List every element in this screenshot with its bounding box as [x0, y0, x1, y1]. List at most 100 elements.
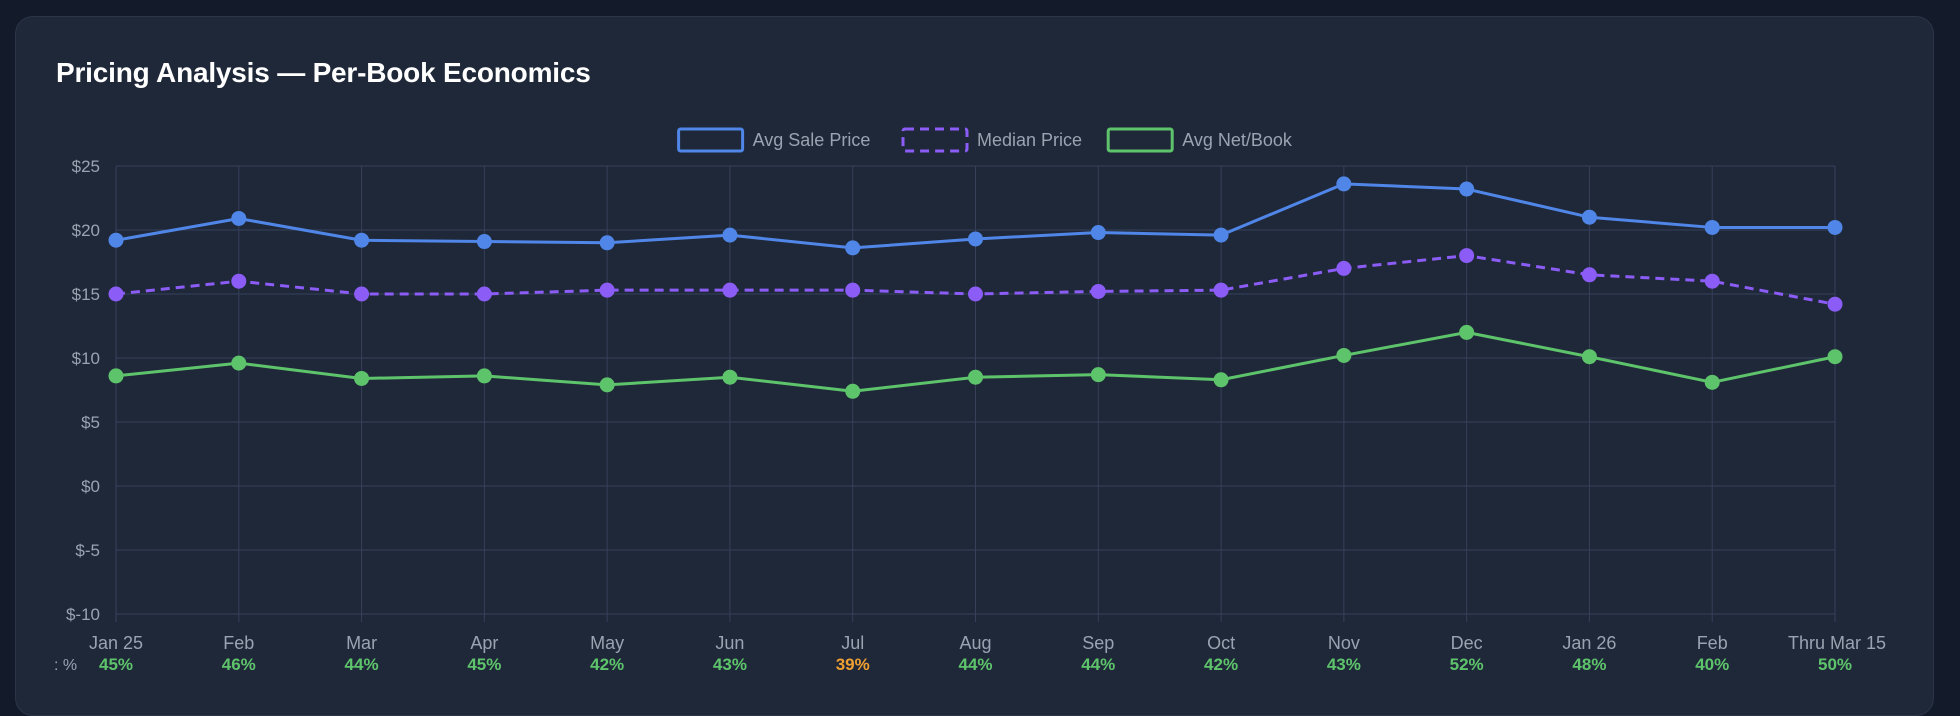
x-tick-label: Jan 25: [89, 633, 143, 653]
data-point[interactable]: [722, 369, 738, 385]
data-point[interactable]: [599, 235, 615, 251]
x-tick-label: Oct: [1207, 633, 1235, 653]
legend[interactable]: Avg Sale Price Median Price Avg Net/Book: [677, 127, 1293, 153]
data-point[interactable]: [599, 377, 615, 393]
margin-value: 44%: [345, 655, 379, 674]
x-tick-label: May: [590, 633, 624, 653]
data-point[interactable]: [1581, 349, 1597, 365]
x-tick-label: Dec: [1451, 633, 1483, 653]
data-point[interactable]: [1704, 219, 1720, 235]
axes: $25 $20 $15 $10 $5 $0 $-5 $-10 Jan 25 Feb Mar Apr Ma…: [66, 157, 1886, 653]
margin-value: 43%: [713, 655, 747, 674]
data-point[interactable]: [1704, 273, 1720, 289]
data-point[interactable]: [1827, 219, 1843, 235]
margin-row-label: : %: [54, 657, 77, 674]
data-point[interactable]: [1827, 296, 1843, 312]
data-point[interactable]: [231, 355, 247, 371]
data-point[interactable]: [231, 273, 247, 289]
data-point[interactable]: [968, 286, 983, 302]
data-point[interactable]: [108, 232, 124, 248]
data-point[interactable]: [845, 282, 861, 298]
data-point[interactable]: [845, 383, 861, 399]
data-point[interactable]: [108, 286, 124, 302]
data-point[interactable]: [476, 368, 492, 384]
margin-value: 46%: [222, 655, 256, 674]
legend-swatch: [677, 127, 745, 153]
margin-value: 43%: [1327, 655, 1361, 674]
legend-item-avg-sale-price[interactable]: Avg Sale Price: [677, 127, 871, 153]
x-tick-label: Thru Mar 15: [1788, 633, 1886, 653]
pricing-line-chart: $25 $20 $15 $10 $5 $0 $-5 $-10 Jan 25 Feb Mar Apr Ma…: [54, 127, 1886, 674]
series-avg-net-book: [108, 324, 1843, 399]
margin-value: 50%: [1818, 655, 1852, 674]
data-point[interactable]: [1459, 248, 1475, 264]
data-point[interactable]: [1213, 372, 1229, 388]
x-tick-label: Feb: [1697, 633, 1728, 653]
legend-swatch: [901, 127, 969, 153]
data-point[interactable]: [354, 370, 370, 386]
card-title: Pricing Analysis — Per-Book Economics: [56, 57, 591, 88]
data-point[interactable]: [968, 369, 983, 385]
data-point[interactable]: [722, 282, 738, 298]
data-point[interactable]: [108, 368, 124, 384]
x-tick-label: Jan 26: [1562, 633, 1616, 653]
x-tick-label: Aug: [959, 633, 991, 653]
data-point[interactable]: [354, 286, 370, 302]
data-point[interactable]: [1827, 349, 1843, 365]
data-point[interactable]: [476, 234, 492, 250]
margin-value: 42%: [1204, 655, 1238, 674]
y-tick-label: $15: [72, 285, 100, 304]
data-point[interactable]: [1336, 260, 1352, 276]
data-point[interactable]: [845, 240, 861, 256]
series-avg-sale-price: [108, 176, 1843, 256]
legend-swatch: [1106, 127, 1174, 153]
data-point[interactable]: [354, 232, 370, 248]
data-point[interactable]: [722, 227, 738, 243]
y-tick-label: $25: [72, 157, 100, 176]
x-tick-label: Apr: [470, 633, 498, 653]
margin-value: 48%: [1572, 655, 1606, 674]
x-tick-label: Jul: [841, 633, 864, 653]
margin-value: 44%: [1081, 655, 1115, 674]
legend-label: Avg Net/Book: [1182, 130, 1293, 150]
series-median-price: [108, 248, 1843, 312]
margin-row: : % 45% 46% 44% 45% 42% 43% 39% 44% 44% 42% 43% 52% 4…: [54, 655, 1852, 674]
legend-label: Median Price: [977, 130, 1082, 150]
margin-value: 45%: [99, 655, 133, 674]
y-tick-label: $0: [81, 477, 100, 496]
data-point[interactable]: [1090, 283, 1106, 299]
data-point[interactable]: [1090, 225, 1106, 241]
data-point[interactable]: [599, 282, 615, 298]
y-tick-label: $5: [81, 413, 100, 432]
data-point[interactable]: [968, 231, 983, 247]
data-point[interactable]: [1581, 267, 1597, 283]
legend-item-avg-net-book[interactable]: Avg Net/Book: [1106, 127, 1293, 153]
x-tick-label: Feb: [223, 633, 254, 653]
data-point[interactable]: [231, 210, 247, 226]
data-point[interactable]: [1336, 347, 1352, 363]
data-point[interactable]: [1336, 176, 1352, 192]
data-point[interactable]: [1213, 282, 1229, 298]
margin-value: 44%: [958, 655, 992, 674]
margin-value: 45%: [467, 655, 501, 674]
x-tick-label: Nov: [1328, 633, 1360, 653]
data-point[interactable]: [1459, 324, 1475, 340]
data-point[interactable]: [1459, 181, 1475, 197]
data-point[interactable]: [1090, 367, 1106, 383]
legend-item-median-price[interactable]: Median Price: [901, 127, 1082, 153]
y-tick-label: $-10: [66, 605, 100, 624]
y-tick-label: $20: [72, 221, 100, 240]
data-point[interactable]: [476, 286, 492, 302]
margin-value: 52%: [1450, 655, 1484, 674]
margin-value: 39%: [836, 655, 870, 674]
data-point[interactable]: [1581, 209, 1597, 225]
data-point[interactable]: [1213, 227, 1229, 243]
y-tick-label: $-5: [75, 541, 100, 560]
data-point[interactable]: [1704, 374, 1720, 390]
x-tick-label: Mar: [346, 633, 377, 653]
pricing-analysis-card: Pricing Analysis — Per-Book Economics: [15, 16, 1934, 716]
y-tick-label: $10: [72, 349, 100, 368]
margin-value: 40%: [1695, 655, 1729, 674]
legend-label: Avg Sale Price: [753, 130, 871, 150]
x-tick-label: Jun: [715, 633, 744, 653]
